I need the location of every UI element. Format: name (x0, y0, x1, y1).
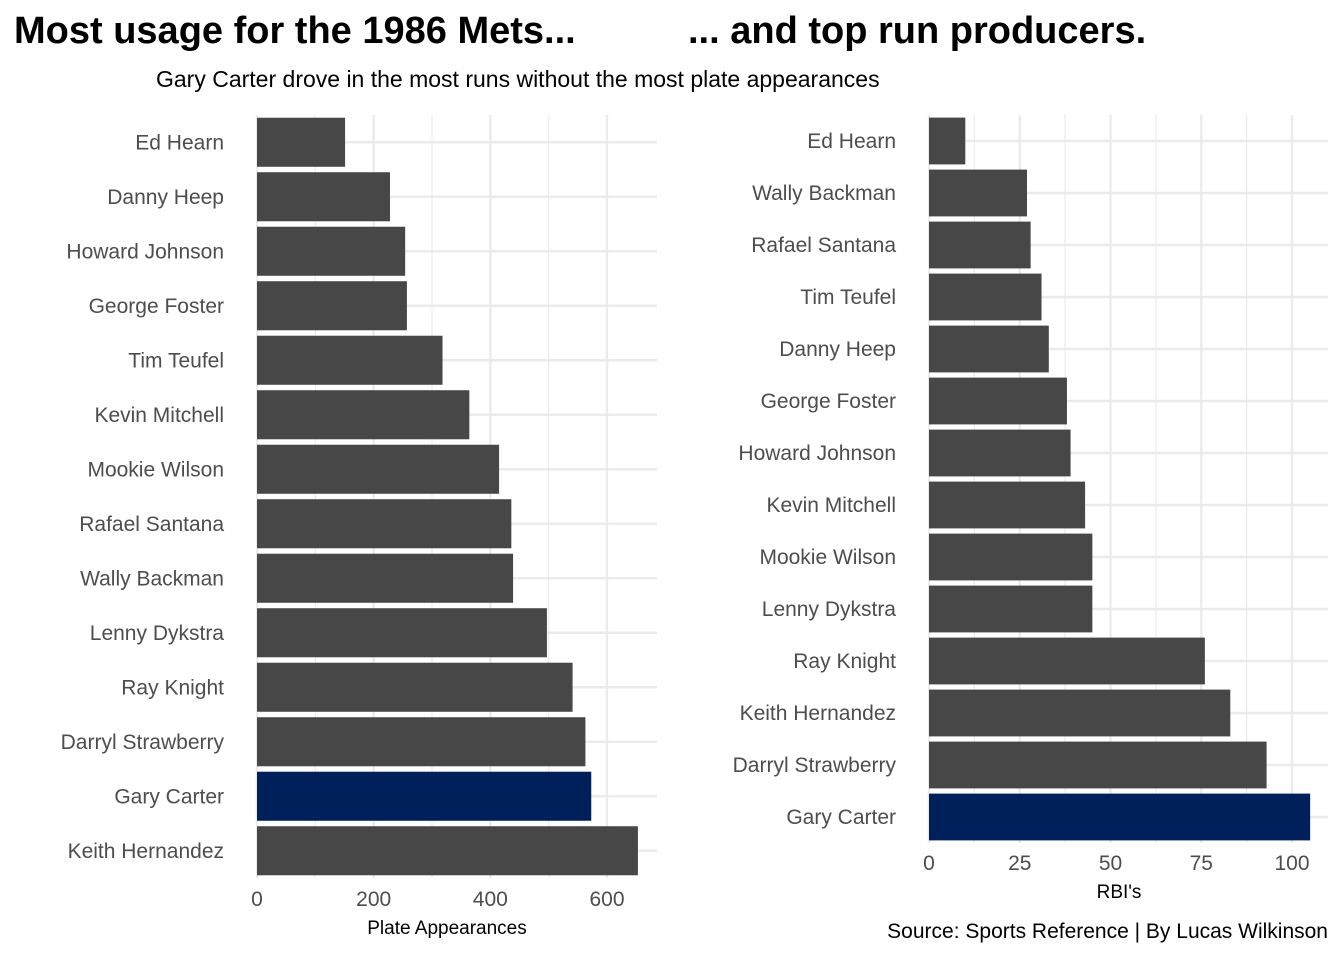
category-label: Howard Johnson (66, 240, 224, 263)
bar (929, 169, 1028, 217)
category-label: Ray Knight (121, 676, 224, 699)
category-label: Howard Johnson (738, 442, 896, 465)
x-tick-label: 200 (356, 888, 391, 911)
bar (929, 533, 1093, 581)
x-tick-label: 0 (923, 852, 935, 875)
chart-title-left: Most usage for the 1986 Mets... (14, 10, 576, 52)
category-label: Keith Hernandez (68, 840, 224, 863)
bar (929, 377, 1067, 425)
x-axis-title: Plate Appearances (367, 918, 527, 939)
bar (257, 826, 638, 876)
category-label: Tim Teufel (128, 349, 224, 372)
category-label: Lenny Dykstra (762, 598, 897, 621)
category-label: Danny Heep (779, 338, 896, 361)
category-label: George Foster (761, 390, 896, 413)
bar (929, 117, 966, 165)
x-tick-label: 0 (251, 888, 263, 911)
chart-title-right: ... and top run producers. (688, 10, 1147, 52)
category-label: Darryl Strawberry (61, 731, 225, 754)
category-label: Rafael Santana (79, 513, 224, 536)
bar (257, 226, 406, 276)
bar (929, 481, 1086, 529)
bar (929, 741, 1267, 789)
bar (929, 325, 1049, 373)
x-axis-title: RBI's (1097, 882, 1142, 903)
category-label: Darryl Strawberry (733, 754, 897, 777)
category-label: Wally Backman (752, 182, 896, 205)
x-tick-label: 75 (1190, 852, 1213, 875)
category-label: Rafael Santana (751, 234, 896, 257)
bar (929, 273, 1042, 321)
bar (257, 172, 390, 222)
plate-appearances-chart: Ed Hearn Danny Heep Howard Johnson George F… (61, 115, 657, 939)
x-tick-label: 400 (473, 888, 508, 911)
source-caption: Source: Sports Reference | By Lucas Wilk… (887, 920, 1328, 943)
category-label: Gary Carter (786, 806, 896, 829)
bar (257, 717, 586, 767)
category-label: Kevin Mitchell (94, 404, 224, 427)
category-label: Wally Backman (80, 567, 224, 590)
x-tick-label: 50 (1099, 852, 1122, 875)
bar (929, 689, 1231, 737)
bar (257, 281, 407, 331)
bar (929, 585, 1093, 633)
bar (257, 553, 514, 603)
bar (929, 793, 1311, 841)
category-label: Gary Carter (114, 785, 224, 808)
bar (257, 117, 346, 167)
category-label: Danny Heep (107, 186, 224, 209)
bar (257, 390, 470, 440)
bar (257, 608, 547, 658)
bar (257, 444, 500, 494)
category-label: Lenny Dykstra (90, 622, 225, 645)
bar (257, 499, 512, 549)
category-label: George Foster (89, 295, 224, 318)
category-label: Keith Hernandez (740, 702, 896, 725)
x-tick-label: 600 (589, 888, 624, 911)
rbi-chart: Ed Hearn Wally Backman Rafael Santana Tim T… (733, 115, 1328, 903)
chart-subtitle: Gary Carter drove in the most runs witho… (156, 66, 880, 92)
bar (929, 637, 1205, 685)
category-label: Mookie Wilson (87, 458, 224, 481)
category-label: Mookie Wilson (759, 546, 896, 569)
bar (257, 662, 573, 712)
bar (929, 221, 1031, 269)
bar (257, 771, 592, 821)
x-tick-label: 25 (1008, 852, 1031, 875)
category-label: Ed Hearn (807, 130, 896, 153)
category-label: Tim Teufel (800, 286, 896, 309)
category-label: Ed Hearn (135, 131, 224, 154)
x-tick-label: 100 (1274, 852, 1309, 875)
bar (257, 335, 443, 385)
category-label: Ray Knight (793, 650, 896, 673)
bar (929, 429, 1071, 477)
category-label: Kevin Mitchell (766, 494, 896, 517)
